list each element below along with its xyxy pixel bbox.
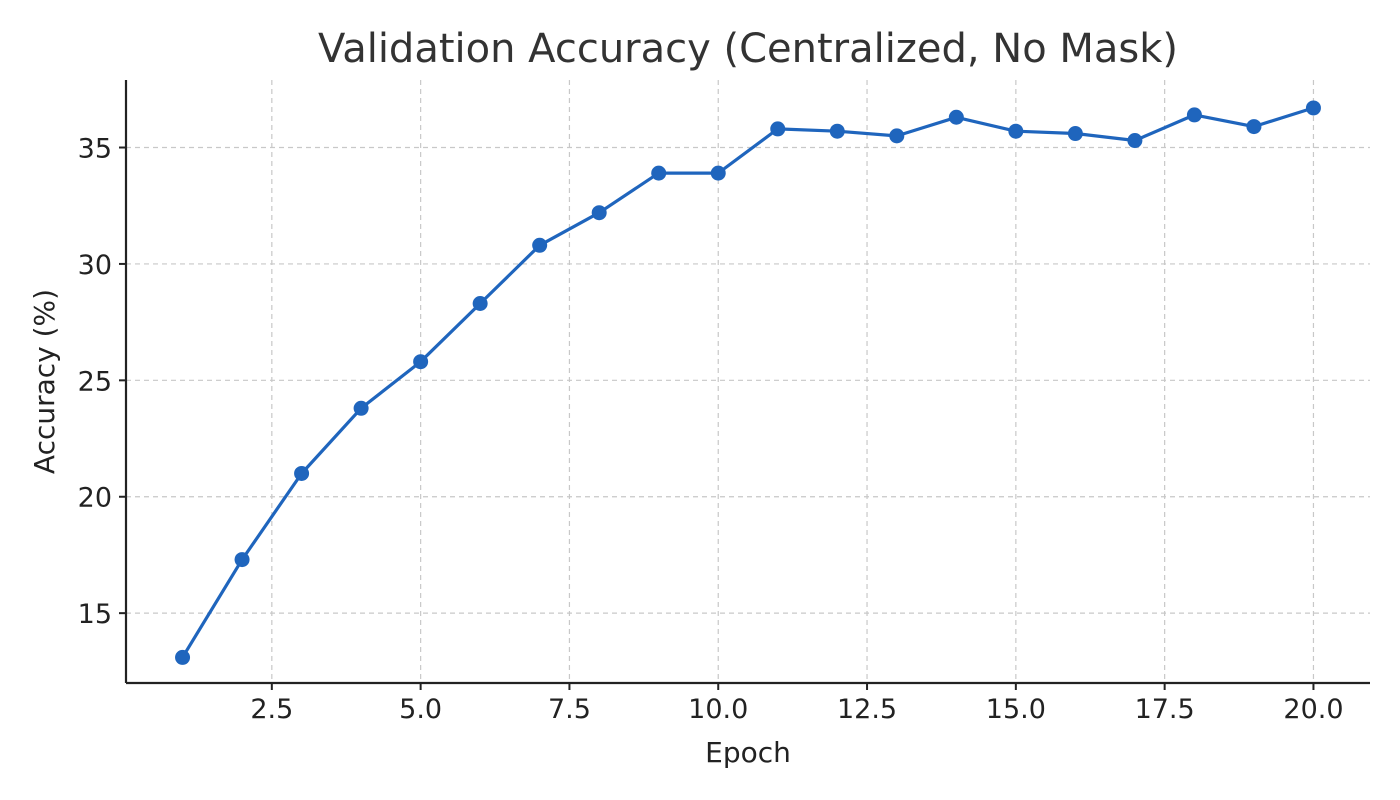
data-point [472, 296, 488, 312]
data-point [413, 354, 429, 370]
data-point [1246, 119, 1262, 135]
data-point [651, 165, 667, 181]
data-point [175, 649, 191, 665]
x-tick-label: 12.5 [837, 694, 897, 725]
x-tick-label: 2.5 [250, 694, 293, 725]
x-tick-label: 5.0 [399, 694, 442, 725]
tick-layer: 2.5 5.0 7.5 10.0 12.5 15.0 17.5 20.0 15 20 25 30 35 [78, 134, 1344, 725]
data-point [234, 552, 250, 568]
data-point [532, 237, 548, 253]
data-point [294, 465, 310, 481]
x-tick-label: 7.5 [548, 694, 591, 725]
data-point [948, 109, 964, 125]
data-point [353, 400, 369, 416]
x-tick-label: 20.0 [1283, 694, 1343, 725]
y-tick-label: 15 [78, 599, 112, 630]
y-tick-label: 25 [78, 366, 112, 397]
y-tick-label: 20 [78, 483, 112, 514]
x-axis-label: Epoch [705, 736, 791, 769]
data-point [710, 165, 726, 181]
x-tick-label: 15.0 [986, 694, 1046, 725]
data-point [1127, 133, 1143, 149]
series-layer [175, 100, 1321, 665]
data-point [829, 123, 845, 139]
data-point [1067, 126, 1083, 142]
data-point [1008, 123, 1024, 139]
data-point [889, 128, 905, 144]
data-point [770, 121, 786, 137]
y-tick-label: 35 [78, 134, 112, 165]
data-point [1305, 100, 1321, 116]
data-point [1186, 107, 1202, 123]
chart-title: Validation Accuracy (Centralized, No Mas… [318, 26, 1178, 72]
grid [126, 80, 1370, 683]
data-point [591, 205, 607, 221]
x-tick-label: 10.0 [688, 694, 748, 725]
series-line [181, 106, 1314, 659]
x-tick-label: 17.5 [1135, 694, 1195, 725]
axes [124, 80, 1370, 685]
y-tick-label: 30 [78, 250, 112, 281]
y-axis-label: Accuracy (%) [28, 289, 61, 474]
